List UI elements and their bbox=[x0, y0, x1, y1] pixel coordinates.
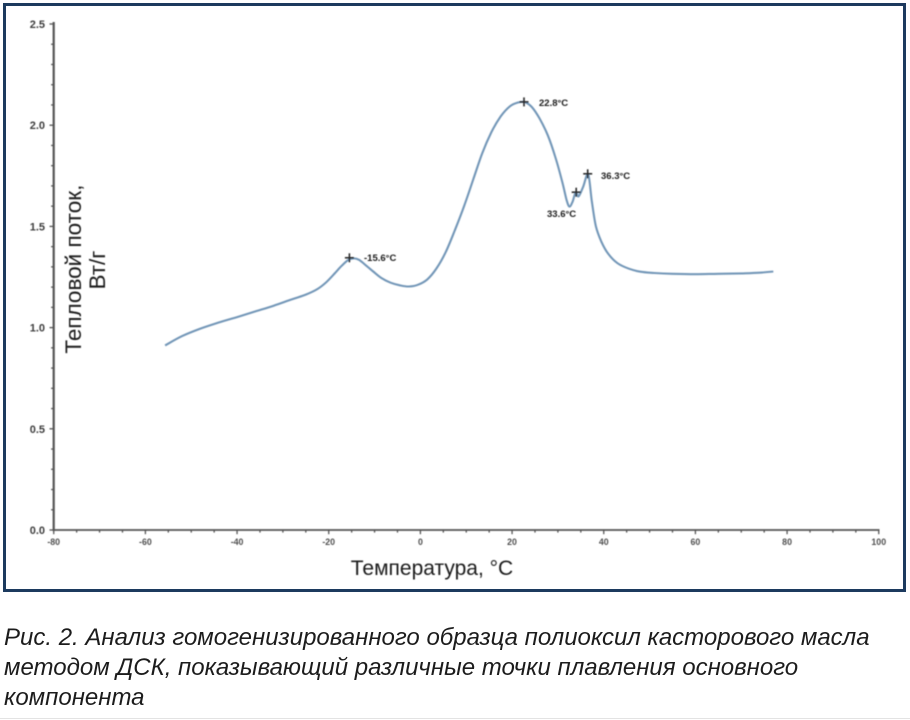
svg-text:20: 20 bbox=[507, 537, 517, 547]
svg-text:33.6°C: 33.6°C bbox=[547, 209, 576, 220]
svg-text:Температура, °C: Температура, °C bbox=[351, 557, 513, 580]
svg-text:22.8°C: 22.8°C bbox=[539, 98, 568, 109]
svg-text:-15.6°C: -15.6°C bbox=[364, 253, 396, 264]
svg-text:36.3°C: 36.3°C bbox=[601, 171, 630, 182]
svg-text:-20: -20 bbox=[322, 537, 335, 547]
svg-text:1.0: 1.0 bbox=[30, 323, 45, 335]
svg-text:40: 40 bbox=[599, 537, 609, 547]
svg-text:2.5: 2.5 bbox=[30, 19, 45, 31]
svg-text:0.5: 0.5 bbox=[30, 424, 45, 436]
svg-text:-60: -60 bbox=[139, 537, 152, 547]
svg-text:0.0: 0.0 bbox=[30, 525, 45, 537]
svg-text:100: 100 bbox=[871, 537, 886, 547]
svg-text:-80: -80 bbox=[47, 537, 60, 547]
svg-text:-40: -40 bbox=[231, 537, 244, 547]
svg-text:0: 0 bbox=[418, 537, 423, 547]
svg-text:1.5: 1.5 bbox=[30, 221, 45, 233]
svg-text:Тепловой поток, Вт/г: Тепловой поток, Вт/г bbox=[61, 178, 110, 353]
svg-text:60: 60 bbox=[691, 537, 701, 547]
svg-text:80: 80 bbox=[782, 537, 792, 547]
svg-text:2.0: 2.0 bbox=[30, 120, 45, 132]
